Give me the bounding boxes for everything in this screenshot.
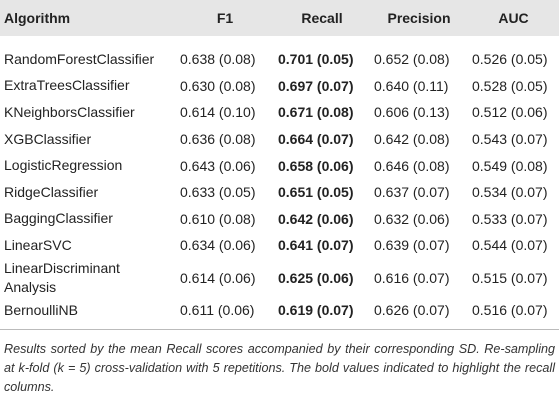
score-cell: 0.512 (0.06)	[472, 104, 548, 121]
results-table: Algorithm F1 Recall Precision AUC RandomFore…	[0, 0, 559, 331]
score-cell: 0.614 (0.10)	[180, 104, 256, 121]
column-header: F1	[176, 0, 274, 36]
score-cell: 0.642 (0.08)	[374, 131, 450, 148]
score-cell: 0.646 (0.08)	[374, 157, 450, 174]
score-cell: 0.626 (0.07)	[370, 296, 468, 331]
score-cell: 0.638 (0.08)	[180, 51, 256, 68]
table-row: RandomForestClassifier 0.638 (0.08) 0.701 …	[0, 36, 559, 73]
algorithm-name: ExtraTreesClassifier	[4, 77, 130, 94]
score-cell: 0.697 (0.07)	[278, 77, 354, 94]
score-cell: 0.641 (0.07)	[278, 237, 354, 254]
score-cell: 0.643 (0.06)	[180, 157, 256, 174]
table-row: XGBClassifier 0.636 (0.08) 0.664 (0.07) 0.6…	[0, 126, 559, 153]
score-cell: 0.639 (0.07)	[374, 237, 450, 254]
score-cell: 0.664 (0.07)	[278, 131, 354, 148]
score-cell: 0.533 (0.07)	[472, 210, 548, 227]
score-cell: 0.642 (0.06)	[278, 210, 354, 227]
score-cell: 0.526 (0.05)	[472, 51, 548, 68]
table-row: ExtraTreesClassifier 0.630 (0.08) 0.697 (0…	[0, 73, 559, 100]
score-cell: 0.636 (0.08)	[180, 131, 256, 148]
score-cell: 0.652 (0.08)	[374, 51, 450, 68]
algorithm-name: RidgeClassifier	[4, 183, 99, 200]
score-cell: 0.634 (0.06)	[180, 237, 256, 254]
score-cell: 0.528 (0.05)	[472, 77, 548, 94]
table-row: KNeighborsClassifier 0.614 (0.10) 0.671 (0…	[0, 99, 559, 126]
score-cell: 0.625 (0.06)	[278, 269, 354, 286]
column-header: Algorithm	[0, 0, 176, 36]
caption: Results sorted by the mean Recall scores…	[4, 342, 555, 395]
score-cell: 0.611 (0.06)	[176, 296, 274, 331]
algorithm-name: LinearSVC	[4, 236, 72, 253]
score-cell: 0.616 (0.07)	[374, 269, 450, 286]
score-cell: 0.701 (0.05)	[278, 51, 354, 68]
score-cell: 0.549 (0.08)	[472, 157, 548, 174]
algorithm-name: LinearDiscriminant Analysis	[4, 259, 120, 295]
table-row: LogisticRegression 0.643 (0.06) 0.658 (0.0…	[0, 152, 559, 179]
table-row: RidgeClassifier 0.633 (0.05) 0.651 (0.05) 0…	[0, 179, 559, 206]
score-cell: 0.658 (0.06)	[278, 157, 354, 174]
algorithm-name: KNeighborsClassifier	[4, 103, 135, 120]
score-cell: 0.544 (0.07)	[472, 237, 548, 254]
algorithm-name: BaggingClassifier	[4, 210, 113, 227]
header-row: Algorithm F1 Recall Precision AUC	[0, 0, 559, 36]
score-cell: 0.637 (0.07)	[374, 184, 450, 201]
algorithm-name: LogisticRegression	[4, 157, 123, 174]
algorithm-name: BernoulliNB	[0, 296, 176, 331]
table-body: RandomForestClassifier 0.638 (0.08) 0.701 …	[0, 36, 559, 331]
score-cell: 0.614 (0.06)	[180, 269, 256, 286]
score-cell: 0.630 (0.08)	[180, 77, 256, 94]
column-header: Recall	[274, 0, 370, 36]
score-cell: 0.606 (0.13)	[374, 104, 450, 121]
table-row: LinearSVC 0.634 (0.06) 0.641 (0.07) 0.639 (…	[0, 232, 559, 259]
score-cell: 0.543 (0.07)	[472, 131, 548, 148]
column-header: AUC	[468, 0, 559, 36]
score-cell: 0.633 (0.05)	[180, 184, 256, 201]
score-cell: 0.619 (0.07)	[274, 296, 370, 331]
table-row: BaggingClassifier 0.610 (0.08) 0.642 (0.06…	[0, 206, 559, 233]
table-row: LinearDiscriminant Analysis 0.614 (0.06) 0…	[0, 259, 559, 297]
score-cell: 0.651 (0.05)	[278, 184, 354, 201]
column-header: Precision	[370, 0, 468, 36]
algorithm-name: RandomForestClassifier	[4, 50, 155, 67]
score-cell: 0.671 (0.08)	[278, 104, 354, 121]
algorithm-name: XGBClassifier	[4, 130, 92, 147]
score-cell: 0.515 (0.07)	[472, 269, 548, 286]
table-row: BernoulliNB 0.611 (0.06) 0.619 (0.07) 0.626…	[0, 296, 559, 331]
score-cell: 0.534 (0.07)	[472, 184, 548, 201]
score-cell: 0.610 (0.08)	[180, 210, 256, 227]
score-cell: 0.516 (0.07)	[468, 296, 559, 331]
score-cell: 0.632 (0.06)	[374, 210, 450, 227]
score-cell: 0.640 (0.11)	[374, 77, 449, 94]
